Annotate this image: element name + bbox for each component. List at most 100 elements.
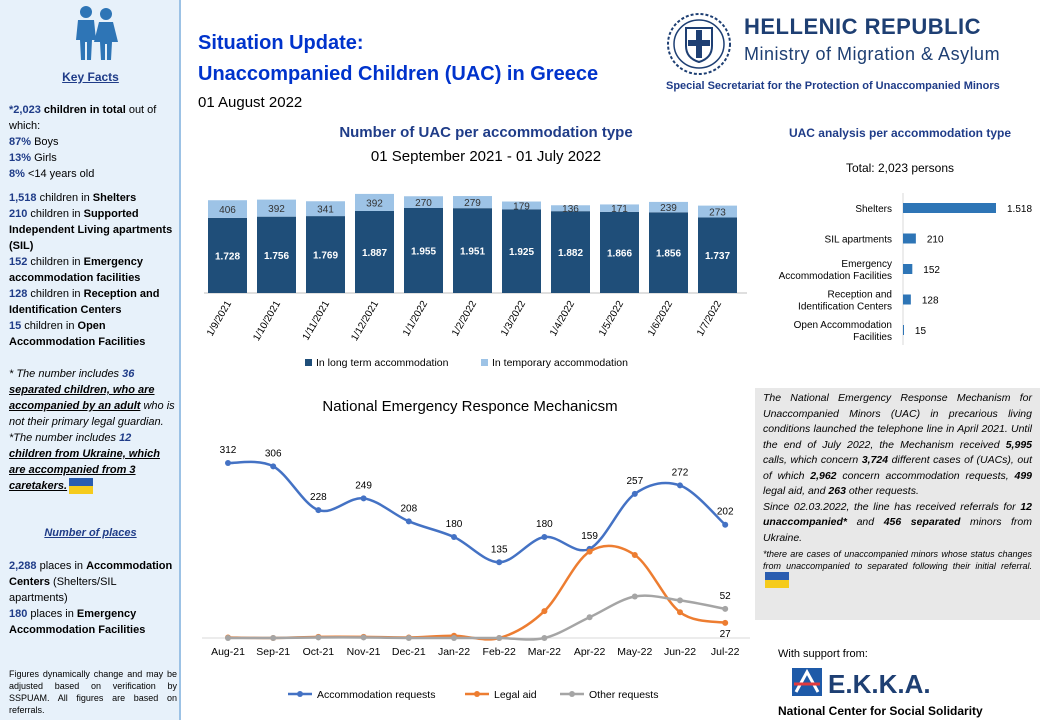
bar-long-term-label: 1.756 [264,251,289,262]
x-tick-label: Apr-22 [574,646,606,658]
x-tick-label: Jun-22 [664,646,696,658]
bar-long-term [502,209,541,293]
places-title: Number of places [44,527,137,539]
legend-marker [569,691,575,697]
hbar-category-label: Facilities [853,332,892,343]
line-point [541,608,548,615]
bar-long-term [306,216,345,293]
children-icon [76,6,118,60]
hbar-category-label: SIL apartments [825,235,892,246]
legend-marker [297,691,303,697]
places-block: 2,288 places in Accommodation Centers (S… [9,560,173,636]
bar-temporary-label: 392 [268,204,285,215]
line-point [677,597,683,604]
line-point [270,463,277,470]
hbar-category-label: Shelters [855,204,892,215]
line-point [225,460,231,466]
line-point [677,482,683,489]
hbar [903,233,916,244]
hbar [903,203,996,213]
bar-temporary-label: 171 [611,204,628,215]
hbar-category-label: Accommodation Facilities [779,271,892,282]
x-tick-label: Feb-22 [483,646,516,658]
bar-temporary-label: 341 [317,205,334,216]
bar-temporary-label: 392 [366,198,383,209]
hbar-category-label: Open Accommodation [794,320,892,331]
line-point [360,634,367,641]
line-data-label: 135 [491,544,508,555]
line-chart-title: National Emergency Responce Mechanicsm [322,398,618,415]
x-tick-label: 1/10/2021 [251,299,283,343]
hbar-value-label: 210 [927,235,944,246]
bar-temporary [453,196,492,209]
mechanism-info-box: The National Emergency Response Mechanis… [755,388,1040,620]
bar-temporary-label: 136 [562,204,579,215]
bar-long-term-label: 1.925 [509,247,534,258]
line-point [631,490,638,497]
line-series-0 [227,460,727,564]
line-point [586,614,593,621]
report-date: 01 August 2022 [198,94,303,111]
accommodation-breakdown: 1,518 children in Shelters 210 children … [9,192,173,348]
secretariat-title: Special Secretariat for the Protection o… [666,80,1000,92]
x-tick-label: Jan-22 [438,646,470,658]
x-tick-label: Oct-21 [303,646,335,658]
line-data-label: 249 [355,480,372,491]
bar-long-term [208,217,247,293]
bar-temporary [208,200,247,218]
line-point [225,635,231,641]
line-data-label: 306 [265,448,282,459]
republic-title: HELLENIC REPUBLIC [744,14,982,39]
x-tick-label: Dec-21 [392,646,426,658]
info-footnote: *there are cases of unaccompanied minors… [763,548,1032,588]
bar-long-term [698,217,737,293]
line-point [270,635,277,641]
x-tick-label: 1/12/2021 [349,299,381,343]
x-tick-label: 1/7/2022 [695,299,724,339]
line-point [315,634,322,641]
x-tick-label: Jul-22 [711,646,740,658]
legend-temporary: In temporary accommodation [492,357,628,369]
line-data-label: 272 [672,467,689,478]
figures-footnote: Figures dynamically change and may be ad… [9,669,177,715]
stacked-bar-chart: 1.728 406 1/9/2021 1.756 392 1/10/2021 1.769 34… [204,193,747,369]
line-point [496,559,503,566]
hbar [903,325,904,335]
bar-long-term [649,212,688,293]
bar-temporary [355,193,394,211]
line-data-label: 257 [626,476,643,487]
page-title-line2: Unaccompanied Children (UAC) in Greece [198,63,599,85]
bar-long-term [404,208,443,293]
legend-swatch-temporary [481,359,488,366]
line-point [722,605,729,612]
horizontal-bar-chart: 1.518 Shelters 210 SIL apartments 152 Emergen… [779,193,1032,345]
x-tick-label: 1/6/2022 [646,299,675,339]
line-point [541,635,548,641]
page-title-line1: Situation Update: [198,32,364,54]
line-point [360,495,367,502]
x-tick-label: Sep-21 [256,646,290,658]
greek-coat-of-arms-icon [667,13,731,75]
x-tick-label: Nov-21 [347,646,381,658]
bar-temporary-label: 279 [464,198,481,209]
ukraine-flag-icon [765,572,789,588]
bar-long-term [551,211,590,293]
line-point [496,635,503,641]
bar-long-term [600,211,639,293]
line-point [541,534,548,541]
bar-temporary-label: 239 [660,203,677,214]
line-point [631,593,638,600]
bar-long-term [355,210,394,293]
bar-long-term-label: 1.769 [313,251,338,262]
line-chart: 312 306 228 249 208 180 135 180 159 257 272 202 27 52… [202,445,750,701]
legend-swatch-long-term [305,359,312,366]
hbar-chart-subtitle: Total: 2,023 persons [845,161,955,175]
line-point [451,635,457,641]
bar-long-term [453,208,492,293]
line-point [405,518,412,525]
x-tick-label: 1/11/2021 [301,299,333,343]
hbar-value-label: 15 [915,326,927,337]
line-data-label: 202 [717,507,734,518]
line-data-label: 159 [581,531,598,542]
legend-label: Legal aid [494,689,537,701]
